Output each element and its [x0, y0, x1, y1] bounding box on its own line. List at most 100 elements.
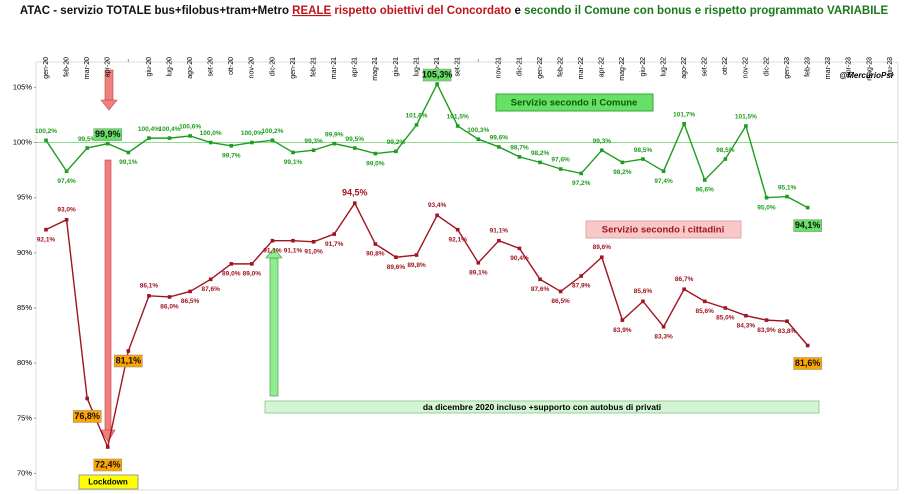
point [105, 141, 110, 146]
x-tick-label: apr-20 [105, 57, 112, 77]
value-label: 100,4% [158, 126, 180, 133]
value-label: 100,3% [467, 127, 489, 134]
x-tick-label: feb-20 [63, 57, 70, 77]
title-part: e [511, 5, 524, 17]
point [147, 294, 151, 298]
arrow [104, 159, 112, 431]
point [414, 253, 419, 257]
value-label: 93,4% [428, 202, 447, 209]
x-tick-label: mag-21 [372, 57, 379, 81]
value-label-box [793, 357, 822, 370]
value-label: 85,0% [716, 315, 735, 322]
point [85, 146, 89, 150]
value-label-box [93, 458, 123, 472]
point [373, 151, 378, 156]
point [188, 134, 192, 138]
title-part: ATAC - servizio TOTALE bus+filobus+tram+… [20, 5, 292, 17]
point [744, 313, 748, 318]
point [229, 262, 234, 266]
value-label: 81,1% [116, 355, 142, 365]
x-tick-label: giu-20 [146, 57, 153, 77]
value-label: 95,0% [757, 204, 776, 211]
x-tick-label: nov-20 [249, 57, 256, 79]
value-label: 91,1% [284, 247, 303, 254]
value-label: 99,5% [346, 136, 365, 143]
x-tick-label: mar-23 [825, 57, 832, 79]
value-label: 99,1% [119, 159, 138, 166]
value-label: 99,9% [325, 131, 344, 138]
point [476, 137, 481, 142]
point [64, 217, 69, 222]
value-label: 99,6% [490, 135, 509, 142]
point [85, 396, 89, 401]
value-label: 89,6% [593, 244, 612, 251]
point [600, 148, 604, 153]
value-label-box [93, 128, 123, 141]
point [270, 238, 275, 243]
value-label: 101,7% [673, 111, 695, 118]
x-tick-label: gen-20 [43, 57, 50, 79]
series-label: Servizio secondo il Comune [511, 98, 638, 109]
x-tick-label: mag-22 [619, 57, 626, 81]
value-label-box [114, 354, 143, 368]
value-label: 83,8% [778, 328, 797, 335]
point [147, 136, 151, 140]
value-label: 100,0% [200, 130, 222, 137]
value-label: 99,0% [366, 160, 385, 167]
x-tick-label: nov-22 [743, 57, 750, 79]
x-tick-label: giu-21 [393, 57, 400, 77]
value-label: 89,0% [222, 271, 241, 278]
arrow [100, 99, 118, 111]
value-label: 98,7% [510, 145, 529, 152]
point [311, 148, 316, 153]
point [208, 140, 213, 145]
value-label: 95,1% [778, 184, 797, 191]
point [435, 82, 439, 86]
point [250, 262, 254, 266]
arrow [269, 257, 279, 397]
point [167, 295, 172, 299]
value-label: 97,2% [572, 180, 591, 187]
point [764, 318, 769, 322]
point [641, 299, 645, 304]
point [291, 238, 295, 243]
point [126, 150, 131, 155]
x-tick-label: ott-22 [722, 57, 729, 75]
point [208, 277, 213, 282]
point [558, 167, 563, 171]
value-label: 86,5% [181, 298, 200, 305]
chart-title: ATAC - servizio TOTALE bus+filobus+tram+… [20, 5, 889, 17]
value-label: 76,8% [74, 411, 100, 421]
value-label: 89,0% [243, 271, 262, 278]
point [661, 324, 666, 329]
y-tick-label: 95% [17, 193, 32, 202]
value-label: 97,4% [654, 178, 673, 185]
x-tick-label: set-22 [702, 57, 709, 77]
value-label: 81,6% [795, 358, 821, 368]
point [105, 445, 110, 449]
point [744, 124, 748, 128]
point [352, 201, 357, 205]
point [497, 238, 501, 243]
point [764, 195, 769, 200]
value-label: 99,2% [387, 139, 406, 146]
value-label: 97,4% [57, 178, 76, 185]
value-label: 100,6% [179, 124, 201, 131]
value-label: 89,8% [407, 262, 426, 269]
value-label: 83,9% [757, 327, 776, 334]
point [44, 138, 48, 143]
value-label: 86,0% [160, 304, 179, 311]
x-tick-label: gen-23 [784, 57, 791, 79]
x-tick-label: apr-22 [599, 57, 606, 77]
point [785, 194, 789, 199]
x-tick-label: giu-23 [887, 57, 894, 77]
annotation-box [78, 474, 139, 490]
y-tick-label: 70% [17, 468, 32, 477]
point [311, 240, 316, 244]
value-label: 90,8% [366, 251, 385, 258]
point [188, 289, 192, 294]
point [167, 136, 172, 140]
point [250, 140, 254, 145]
x-tick-label: lug-20 [166, 57, 173, 77]
